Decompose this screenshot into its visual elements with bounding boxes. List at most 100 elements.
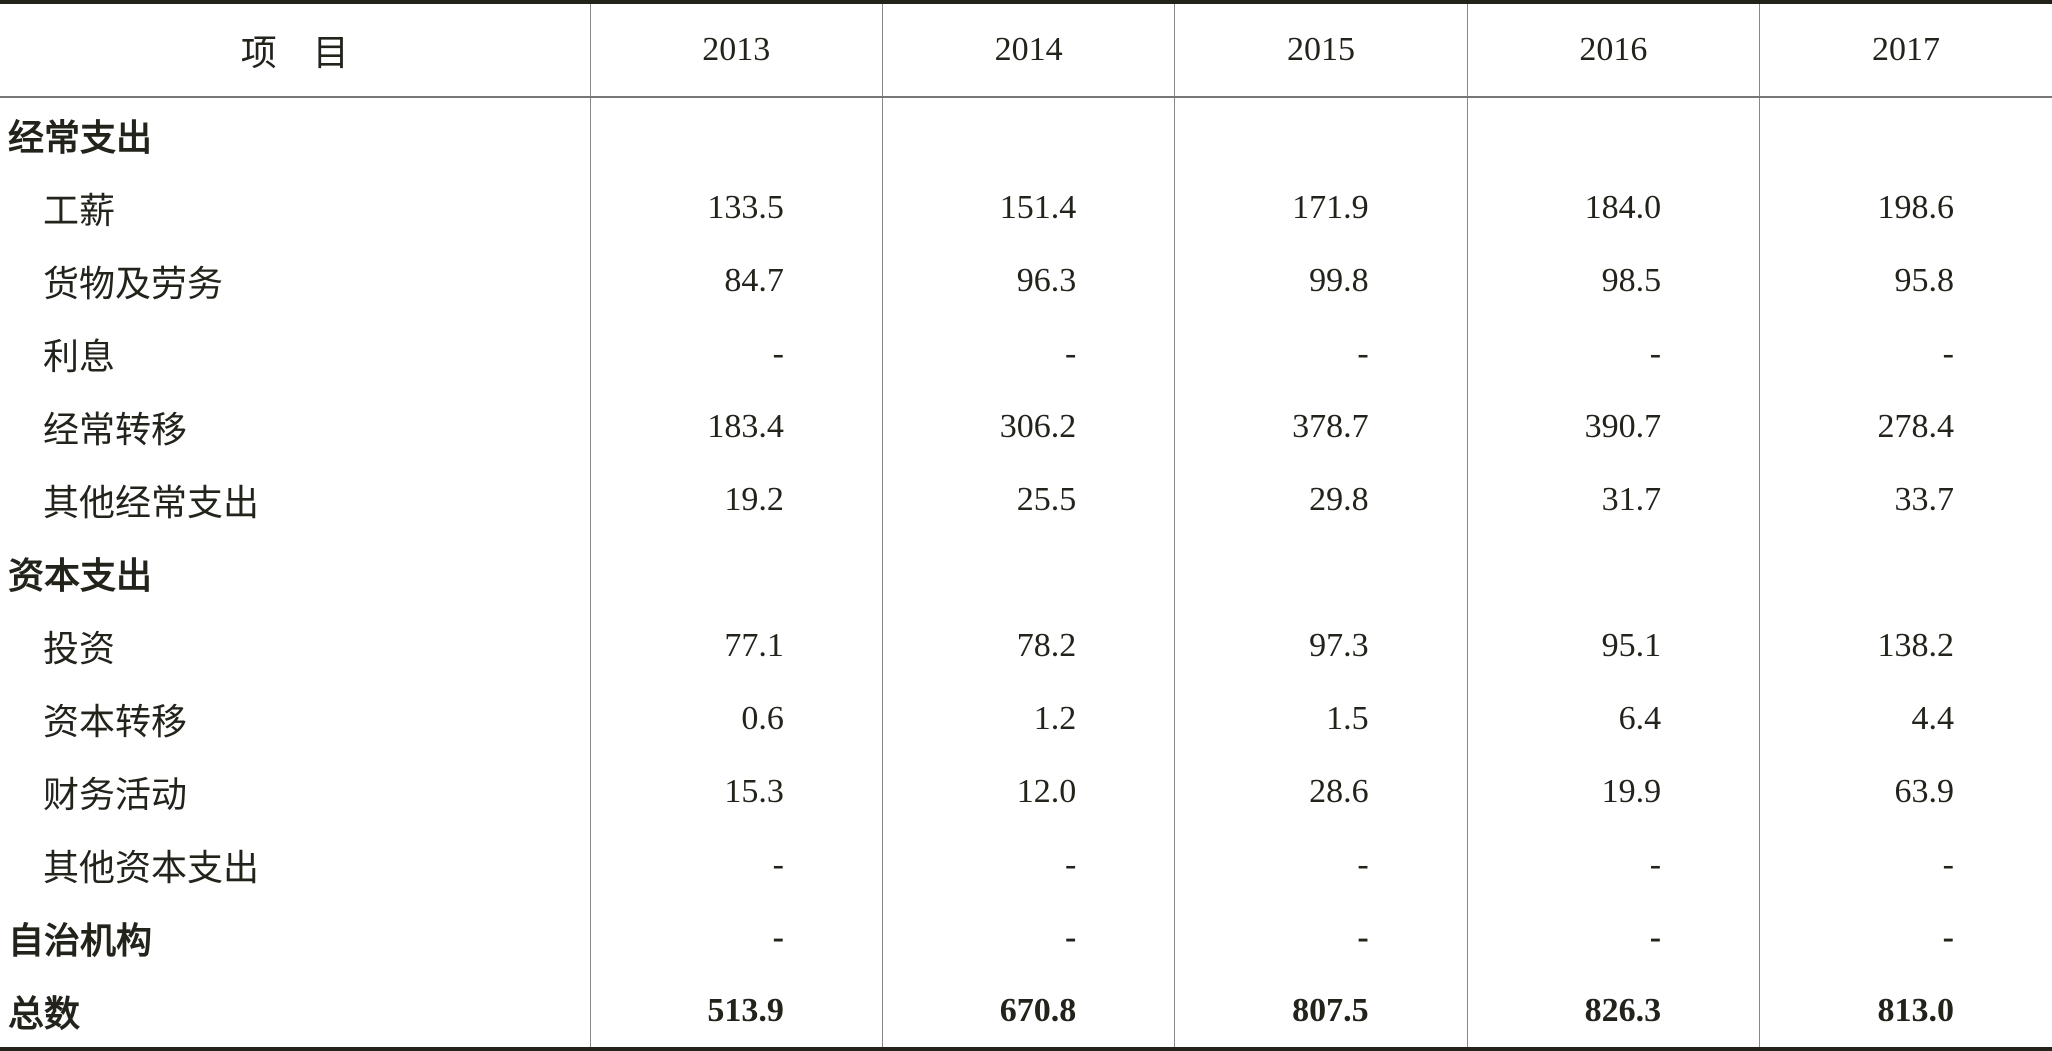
value-cell: 390.7 xyxy=(1466,390,1760,463)
value-cell: 97.3 xyxy=(1174,609,1468,682)
header-row: 项 目 2013 2014 2015 2016 2017 xyxy=(0,2,2052,98)
value-cell: - xyxy=(589,317,883,390)
header-cell: 2016 xyxy=(1466,2,1760,98)
value-cell: 15.3 xyxy=(589,755,883,828)
empty-cell xyxy=(881,97,1175,171)
row-label: 自治机构 xyxy=(8,920,153,961)
header-cell: 2014 xyxy=(881,2,1175,98)
value-cell: 63.9 xyxy=(1759,755,2052,828)
value-cell: 183.4 xyxy=(589,390,883,463)
value-cell: 513.9 xyxy=(589,974,883,1049)
row-label: 经常转移 xyxy=(43,409,188,450)
table-row: 总数 513.9 670.8 807.5 826.3 813.0 xyxy=(0,974,2052,1049)
value-cell: - xyxy=(881,901,1175,974)
value-cell: - xyxy=(1174,317,1468,390)
value-cell: - xyxy=(1759,828,2052,901)
value-cell: - xyxy=(1466,317,1760,390)
row-label: 资本转移 xyxy=(43,701,188,742)
value-cell: 12.0 xyxy=(881,755,1175,828)
value-cell: 306.2 xyxy=(881,390,1175,463)
table-row: 其他经常支出 19.2 25.5 29.8 31.7 33.7 xyxy=(0,463,2052,536)
value-cell: 98.5 xyxy=(1466,244,1760,317)
empty-cell xyxy=(1759,97,2052,171)
value-cell: 198.6 xyxy=(1759,171,2052,244)
empty-cell xyxy=(1759,536,2052,609)
row-label: 货物及劳务 xyxy=(43,263,224,304)
row-label: 利息 xyxy=(43,336,116,377)
value-cell: 84.7 xyxy=(589,244,883,317)
table-row: 工薪 133.5 151.4 171.9 184.0 198.6 xyxy=(0,171,2052,244)
value-cell: 95.8 xyxy=(1759,244,2052,317)
value-cell: 133.5 xyxy=(589,171,883,244)
table-row: 其他资本支出 - - - - - xyxy=(0,828,2052,901)
table-row: 资本转移 0.6 1.2 1.5 6.4 4.4 xyxy=(0,682,2052,755)
value-cell: 33.7 xyxy=(1759,463,2052,536)
row-label: 经常支出 xyxy=(8,117,153,158)
row-label: 总数 xyxy=(8,993,81,1034)
value-cell: 670.8 xyxy=(881,974,1175,1049)
value-cell: - xyxy=(1174,828,1468,901)
value-cell: 1.5 xyxy=(1174,682,1468,755)
value-cell: 25.5 xyxy=(881,463,1175,536)
value-cell: - xyxy=(1759,317,2052,390)
empty-cell xyxy=(881,536,1175,609)
empty-cell xyxy=(589,536,883,609)
header-cell: 2017 xyxy=(1759,2,2052,98)
value-cell: 4.4 xyxy=(1759,682,2052,755)
value-cell: 31.7 xyxy=(1466,463,1760,536)
value-cell: - xyxy=(1466,901,1760,974)
header-cell: 项 目 xyxy=(0,2,590,98)
empty-cell xyxy=(1466,536,1760,609)
value-cell: 78.2 xyxy=(881,609,1175,682)
value-cell: - xyxy=(1174,901,1468,974)
row-label: 其他资本支出 xyxy=(43,847,260,888)
empty-cell xyxy=(1174,97,1468,171)
value-cell: 77.1 xyxy=(589,609,883,682)
value-cell: 278.4 xyxy=(1759,390,2052,463)
table-row: 自治机构 - - - - - xyxy=(0,901,2052,974)
value-cell: 184.0 xyxy=(1466,171,1760,244)
value-cell: 28.6 xyxy=(1174,755,1468,828)
table-row: 财务活动 15.3 12.0 28.6 19.9 63.9 xyxy=(0,755,2052,828)
empty-cell xyxy=(1466,97,1760,171)
value-cell: 6.4 xyxy=(1466,682,1760,755)
value-cell: 813.0 xyxy=(1759,974,2052,1049)
row-label: 投资 xyxy=(43,628,116,669)
row-label: 财务活动 xyxy=(43,774,188,815)
row-label: 工薪 xyxy=(43,190,116,231)
value-cell: 19.9 xyxy=(1466,755,1760,828)
value-cell: 99.8 xyxy=(1174,244,1468,317)
value-cell: 826.3 xyxy=(1466,974,1760,1049)
empty-cell xyxy=(1174,536,1468,609)
row-label: 资本支出 xyxy=(8,555,153,596)
value-cell: - xyxy=(589,828,883,901)
value-cell: 96.3 xyxy=(881,244,1175,317)
table-row: 经常转移 183.4 306.2 378.7 390.7 278.4 xyxy=(0,390,2052,463)
header-cell: 2013 xyxy=(589,2,883,98)
table-row: 资本支出 xyxy=(0,536,2052,609)
table-row: 经常支出 xyxy=(0,97,2052,171)
row-label: 其他经常支出 xyxy=(43,482,260,523)
value-cell: - xyxy=(1759,901,2052,974)
value-cell: 29.8 xyxy=(1174,463,1468,536)
value-cell: 151.4 xyxy=(881,171,1175,244)
value-cell: - xyxy=(589,901,883,974)
value-cell: - xyxy=(881,828,1175,901)
table-row: 货物及劳务 84.7 96.3 99.8 98.5 95.8 xyxy=(0,244,2052,317)
value-cell: 807.5 xyxy=(1174,974,1468,1049)
header-cell: 2015 xyxy=(1174,2,1468,98)
value-cell: 138.2 xyxy=(1759,609,2052,682)
value-cell: - xyxy=(1466,828,1760,901)
value-cell: 378.7 xyxy=(1174,390,1468,463)
value-cell: 95.1 xyxy=(1466,609,1760,682)
value-cell: 19.2 xyxy=(589,463,883,536)
table-row: 利息 - - - - - xyxy=(0,317,2052,390)
empty-cell xyxy=(589,97,883,171)
value-cell: 0.6 xyxy=(589,682,883,755)
value-cell: - xyxy=(881,317,1175,390)
value-cell: 1.2 xyxy=(881,682,1175,755)
table-row: 投资 77.1 78.2 97.3 95.1 138.2 xyxy=(0,609,2052,682)
value-cell: 171.9 xyxy=(1174,171,1468,244)
